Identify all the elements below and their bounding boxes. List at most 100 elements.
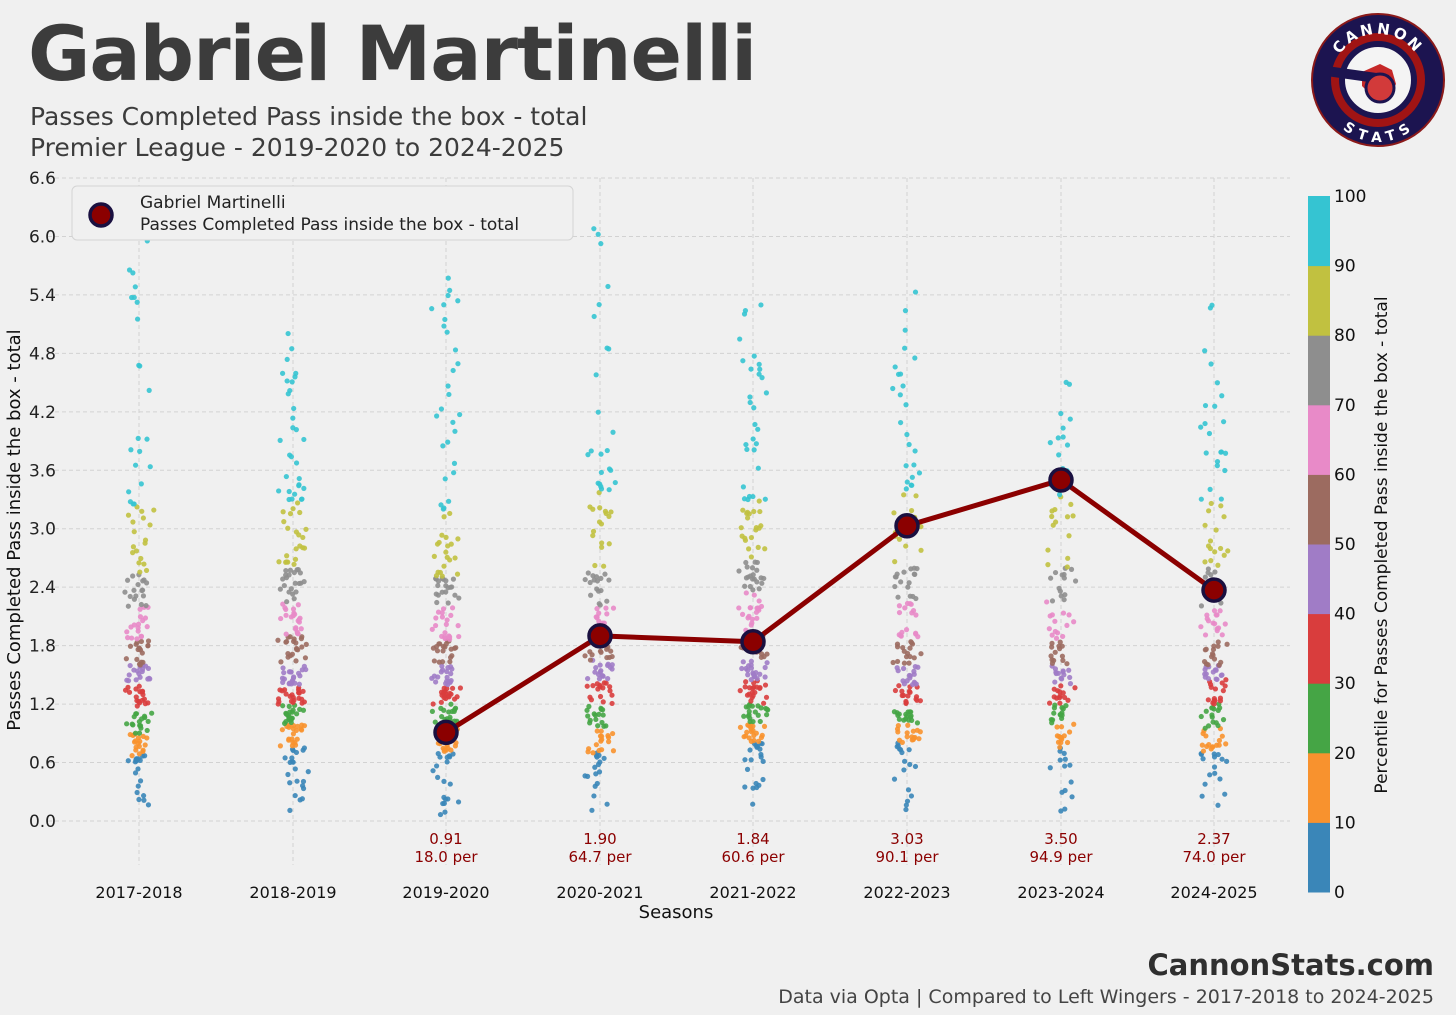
distribution-point bbox=[912, 355, 918, 361]
distribution-point bbox=[1061, 750, 1067, 757]
distribution-point bbox=[894, 726, 901, 732]
distribution-point bbox=[762, 546, 768, 552]
distribution-point bbox=[281, 670, 287, 676]
distribution-point bbox=[1066, 612, 1072, 618]
distribution-point bbox=[1209, 714, 1215, 720]
distribution-point bbox=[447, 510, 453, 517]
distribution-point bbox=[134, 656, 140, 663]
distribution-point bbox=[737, 336, 743, 342]
distribution-point bbox=[1054, 724, 1060, 730]
distribution-point bbox=[1213, 527, 1219, 533]
distribution-point bbox=[1210, 669, 1216, 675]
distribution-point bbox=[740, 507, 746, 513]
player-data-point bbox=[433, 719, 459, 746]
distribution-point bbox=[895, 594, 901, 600]
distribution-point bbox=[1202, 632, 1209, 638]
distribution-point bbox=[130, 544, 137, 550]
distribution-point bbox=[1211, 608, 1218, 614]
distribution-point bbox=[907, 645, 913, 651]
distribution-point bbox=[144, 436, 150, 442]
distribution-point bbox=[443, 680, 449, 687]
distribution-point bbox=[303, 641, 309, 647]
distribution-point bbox=[610, 748, 617, 754]
distribution-point bbox=[434, 413, 440, 419]
distribution-point bbox=[741, 311, 748, 317]
distribution-point bbox=[141, 713, 148, 719]
distribution-point bbox=[455, 623, 461, 629]
distribution-point bbox=[299, 644, 305, 650]
distribution-point bbox=[1219, 733, 1225, 739]
distribution-point bbox=[445, 665, 451, 671]
distribution-point bbox=[1059, 705, 1065, 711]
distribution-point bbox=[898, 633, 904, 639]
distribution-point bbox=[134, 299, 140, 305]
distribution-point bbox=[1211, 764, 1218, 770]
distribution-point bbox=[604, 345, 610, 351]
distribution-point bbox=[280, 703, 286, 709]
distribution-point bbox=[287, 511, 294, 517]
distribution-point bbox=[900, 383, 906, 389]
distribution-point bbox=[596, 601, 602, 607]
distribution-point bbox=[608, 648, 614, 654]
distribution-point bbox=[124, 629, 130, 635]
distribution-point bbox=[600, 712, 606, 718]
distribution-point bbox=[141, 561, 147, 567]
distribution-point bbox=[1207, 305, 1213, 311]
distribution-point bbox=[439, 663, 445, 669]
distribution-point bbox=[429, 708, 436, 715]
distribution-point bbox=[587, 579, 593, 586]
distribution-point bbox=[1058, 724, 1065, 730]
distribution-point bbox=[1060, 668, 1066, 674]
distribution-point bbox=[896, 737, 903, 743]
distribution-point bbox=[137, 448, 143, 454]
distribution-point bbox=[755, 703, 761, 709]
distribution-point bbox=[130, 501, 136, 507]
distribution-point bbox=[1062, 592, 1068, 598]
distribution-point bbox=[127, 593, 133, 600]
colorbar-segment bbox=[1308, 335, 1330, 406]
x-tick-label: 2021-2022 bbox=[709, 883, 796, 902]
distribution-point bbox=[604, 646, 610, 652]
distribution-point bbox=[1203, 708, 1209, 714]
distribution-point bbox=[754, 615, 760, 621]
distribution-point bbox=[131, 294, 137, 301]
distribution-point bbox=[747, 605, 754, 611]
distribution-point bbox=[744, 729, 750, 735]
distribution-point bbox=[140, 515, 146, 521]
distribution-point bbox=[760, 776, 766, 783]
distribution-point bbox=[292, 680, 298, 686]
distribution-point bbox=[756, 371, 762, 377]
distribution-point bbox=[598, 521, 605, 527]
distribution-point bbox=[1046, 626, 1052, 632]
distribution-point bbox=[905, 693, 911, 699]
distribution-point bbox=[445, 543, 451, 549]
distribution-point bbox=[139, 650, 145, 656]
distribution-point bbox=[917, 729, 923, 735]
distribution-point bbox=[435, 609, 442, 615]
distribution-point bbox=[612, 479, 618, 486]
distribution-point bbox=[290, 506, 296, 512]
distribution-point bbox=[300, 707, 307, 713]
distribution-point bbox=[1067, 681, 1074, 687]
distribution-point bbox=[1212, 686, 1219, 692]
distribution-point bbox=[1055, 688, 1061, 694]
distribution-point bbox=[292, 792, 298, 799]
distribution-point bbox=[435, 569, 441, 575]
x-tick-label: 2024-2025 bbox=[1170, 883, 1257, 902]
player-data-point bbox=[1048, 467, 1074, 493]
distribution-point bbox=[298, 626, 304, 632]
y-axis-label: Passes Completed Pass inside the box - t… bbox=[4, 329, 25, 730]
distribution-point bbox=[589, 807, 595, 813]
distribution-point bbox=[440, 506, 446, 512]
distribution-point bbox=[1202, 666, 1208, 673]
distribution-point bbox=[136, 796, 142, 803]
distribution-point bbox=[1202, 574, 1208, 580]
distribution-point bbox=[737, 688, 743, 694]
distribution-point bbox=[598, 738, 604, 744]
distribution-point bbox=[434, 648, 441, 654]
distribution-point bbox=[759, 732, 765, 738]
distribution-point bbox=[279, 727, 285, 733]
distribution-point bbox=[606, 654, 613, 661]
distribution-point bbox=[592, 669, 598, 675]
distribution-point bbox=[1060, 657, 1066, 663]
